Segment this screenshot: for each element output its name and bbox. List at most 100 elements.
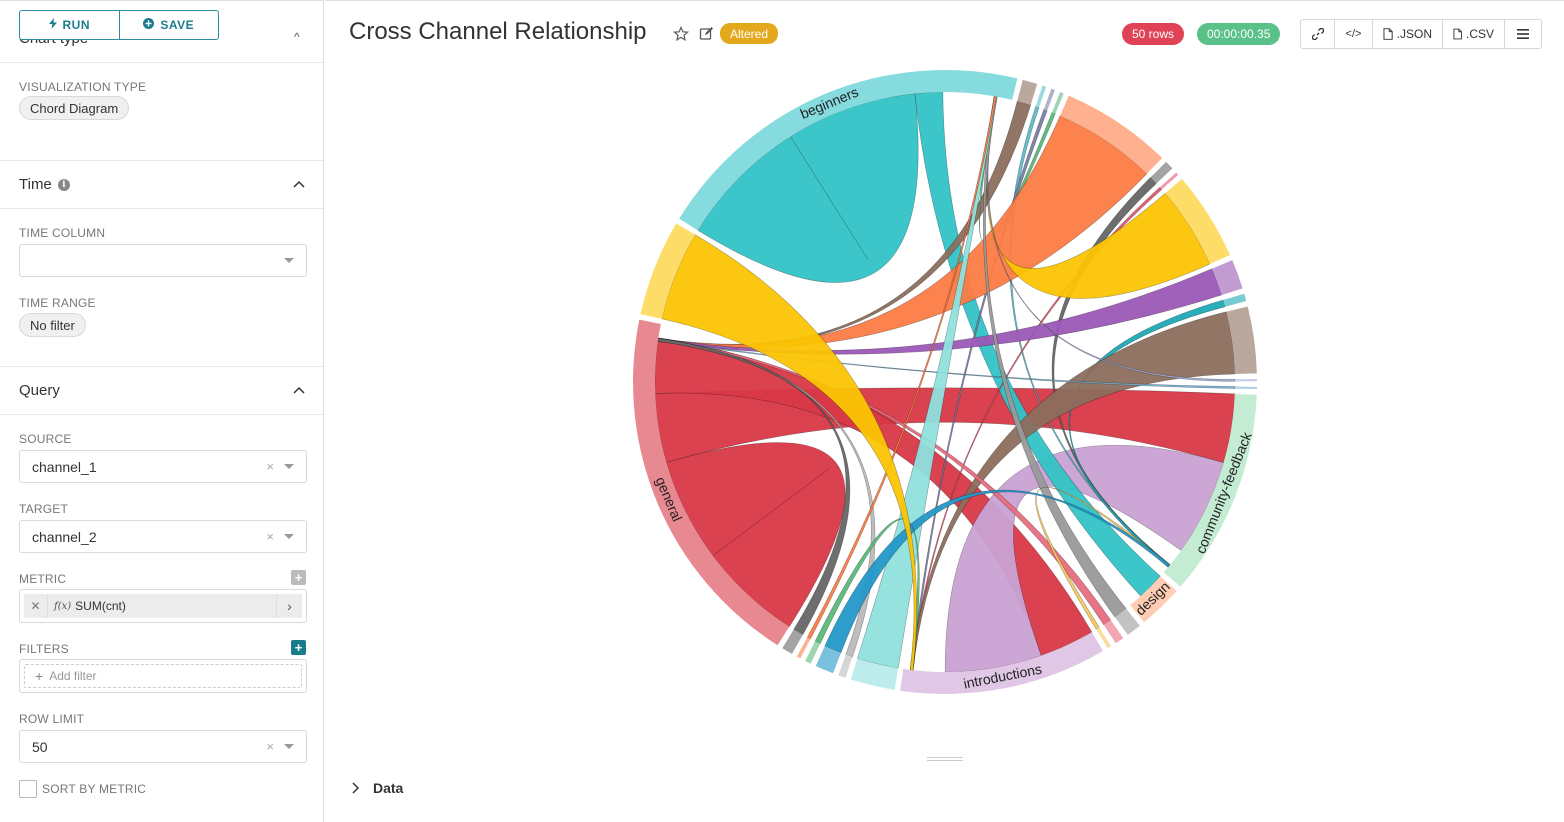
group-arc[interactable] [1234,379,1257,382]
filters-label: FILTERS [19,642,69,656]
chevron-up-icon[interactable]: ^ [294,30,300,44]
chord-ribbon[interactable] [944,444,1224,673]
export-json-button[interactable]: .JSON [1373,20,1443,48]
save-button[interactable]: SAVE [118,11,219,39]
time-section-header[interactable]: Time i [19,176,70,193]
group-arc[interactable] [1226,306,1257,374]
hamburger-menu-icon [1517,29,1529,39]
group-arc[interactable] [782,629,803,654]
group-arc[interactable] [1060,95,1163,174]
group-arc[interactable] [1035,85,1047,108]
chevron-right-icon[interactable]: › [276,594,302,618]
source-select[interactable]: channel_1 × [19,450,307,483]
visualization-type-label: VISUALIZATION TYPE [19,80,147,94]
chart-title[interactable]: Cross Channel Relationship [349,18,647,45]
remove-metric-icon[interactable]: ✕ [24,594,48,618]
group-arc[interactable] [815,645,841,674]
chord-ribbon[interactable] [914,91,1161,597]
main-top-border [325,0,1564,1]
more-options-button[interactable] [1505,20,1541,48]
metric-label: METRIC [19,572,67,586]
control-panel: Chart type ^ RUN SAVE VISUALIZATION TYPE… [0,0,324,822]
clear-icon[interactable]: × [266,529,274,544]
run-button[interactable]: RUN [20,11,119,39]
group-arc-design[interactable] [1130,576,1177,623]
sidebar-top-border [0,0,323,1]
chord-ribbon[interactable] [983,95,1127,618]
row-limit-select[interactable]: 50 × [19,730,307,763]
target-label: TARGET [19,502,68,516]
group-arc-beginners[interactable] [679,70,1018,231]
group-arc[interactable] [805,641,821,664]
group-arc[interactable] [1211,260,1243,295]
group-arc[interactable] [796,637,811,659]
time-range-label: TIME RANGE [19,296,96,310]
group-arc[interactable] [1114,608,1140,635]
clear-icon[interactable]: × [266,459,274,474]
add-filter-button[interactable]: + Add filter [24,664,302,688]
data-section-label: Data [373,780,404,796]
visualization-type-selector[interactable]: Chord Diagram [19,96,130,120]
group-arc[interactable] [1017,79,1038,105]
chart-actions-toolbar: </> .JSON .CSV [1300,19,1542,49]
json-label: .JSON [1396,27,1432,41]
add-filter-icon[interactable]: + [291,640,306,655]
save-label: SAVE [160,18,195,32]
group-arc[interactable] [1159,172,1179,190]
link-icon [1311,28,1324,40]
group-arc[interactable] [1043,88,1055,111]
add-filter-placeholder: Add filter [49,669,97,683]
filters-field: + Add filter [19,659,307,693]
time-column-select[interactable] [19,244,307,277]
chord-ribbon[interactable] [986,95,1236,382]
group-arc-introductions[interactable] [900,632,1103,694]
chevron-up-icon[interactable] [292,384,306,398]
group-arc[interactable] [1234,386,1257,390]
metric-chip[interactable]: ✕ f(x) SUM(cnt) › [24,594,302,618]
group-arc[interactable] [1052,92,1064,114]
query-section-title: Query [19,382,60,399]
chart-container: Cross Channel Relationship Altered 50 ro… [325,0,1564,822]
caret-down-icon [284,534,294,539]
code-icon: </> [1345,28,1362,40]
group-arc[interactable] [838,654,853,678]
target-select[interactable]: channel_2 × [19,520,307,553]
link-button[interactable] [1301,20,1335,48]
chord-diagram-svg: beginnerscommunity-feedbackdesignintrodu… [633,70,1257,694]
chord-ribbon[interactable] [857,95,998,669]
sort-by-metric-checkbox[interactable] [19,780,37,798]
info-icon[interactable]: i [57,178,70,191]
plus-circle-icon [143,18,155,32]
metric-field: ✕ f(x) SUM(cnt) › [19,589,307,623]
edit-icon[interactable] [699,26,714,41]
resize-handle[interactable] [927,757,963,761]
run-save-button-group: RUN SAVE [19,10,219,40]
group-arc[interactable] [850,658,899,690]
divider [0,414,323,415]
caret-down-icon [284,464,294,469]
lightning-icon [48,18,57,32]
star-icon[interactable] [673,26,689,42]
clear-icon[interactable]: × [266,739,274,754]
query-section-header[interactable]: Query [19,382,60,399]
group-arc[interactable] [1096,627,1112,649]
chevron-up-icon[interactable] [292,178,306,192]
chord-ribbon[interactable] [806,95,997,640]
time-range-selector[interactable]: No filter [19,313,86,337]
group-arc-general[interactable] [633,319,790,646]
data-section-toggle[interactable]: Data [351,780,403,796]
add-metric-icon[interactable]: + [291,570,306,585]
group-arc-community-feedback[interactable] [1163,393,1257,587]
group-arc[interactable] [1223,293,1247,307]
file-icon [1453,28,1462,40]
altered-badge[interactable]: Altered [720,23,779,44]
chord-ribbon[interactable] [661,234,917,671]
group-arc[interactable] [1150,161,1173,184]
group-arc[interactable] [640,223,696,319]
group-arc[interactable] [1103,620,1124,644]
group-arc[interactable] [1165,178,1230,264]
caret-down-icon [284,258,294,263]
export-csv-button[interactable]: .CSV [1443,20,1505,48]
embed-code-button[interactable]: </> [1335,20,1373,48]
row-limit-value: 50 [32,738,48,755]
